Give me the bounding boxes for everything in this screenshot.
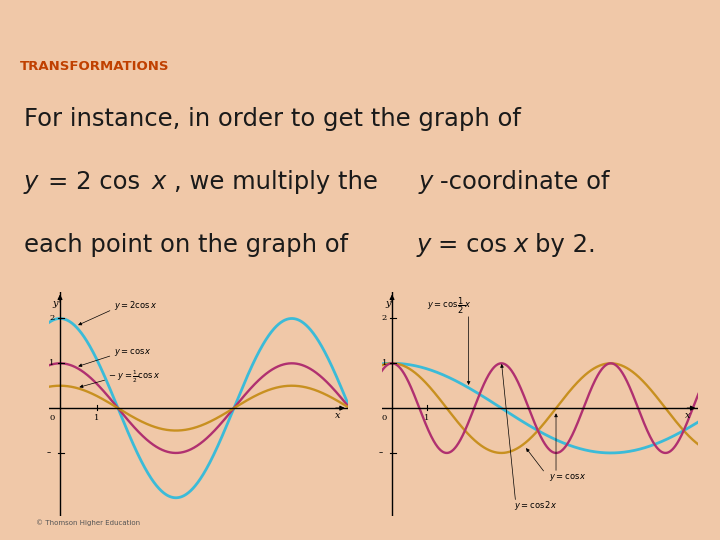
Text: 0: 0 [49,414,55,422]
Text: TRANSFORMATIONS: TRANSFORMATIONS [19,60,169,73]
Text: x: x [152,170,166,194]
Text: x: x [513,233,528,258]
Text: , we multiply the: , we multiply the [174,170,377,194]
Text: $y = \cos x$: $y = \cos x$ [114,347,151,357]
Text: y: y [24,170,38,194]
Text: $y = \cos x$: $y = \cos x$ [549,472,587,483]
Text: 2: 2 [49,314,55,322]
Text: by 2.: by 2. [535,233,595,258]
Text: each point on the graph of: each point on the graph of [24,233,348,258]
Text: © Thomson Higher Education: © Thomson Higher Education [35,519,140,526]
Text: x: x [335,411,341,420]
Text: $y = \cos 2x$: $y = \cos 2x$ [514,500,557,512]
Text: –: – [46,448,50,457]
Text: 1: 1 [382,359,387,367]
Text: 0: 0 [382,414,387,422]
Text: 1: 1 [424,414,430,422]
Text: 1: 1 [94,414,99,422]
Text: y: y [418,170,433,194]
Text: 2: 2 [382,314,387,322]
Text: -coordinate of: -coordinate of [440,170,609,194]
Text: For instance, in order to get the graph of: For instance, in order to get the graph … [24,107,521,131]
Text: y: y [385,299,391,308]
Text: $y = \cos\dfrac{1}{2}x$: $y = \cos\dfrac{1}{2}x$ [427,295,471,316]
Text: x: x [685,411,690,420]
Text: $y = 2\cos x$: $y = 2\cos x$ [114,300,157,313]
Text: = cos: = cos [438,233,508,258]
Text: $-\ y = \frac{1}{2}\cos x$: $-\ y = \frac{1}{2}\cos x$ [108,369,161,385]
Text: 1: 1 [49,359,55,367]
Text: –: – [379,448,383,457]
Text: y: y [417,233,431,258]
Text: = 2 cos: = 2 cos [48,170,140,194]
Text: y: y [53,299,58,308]
